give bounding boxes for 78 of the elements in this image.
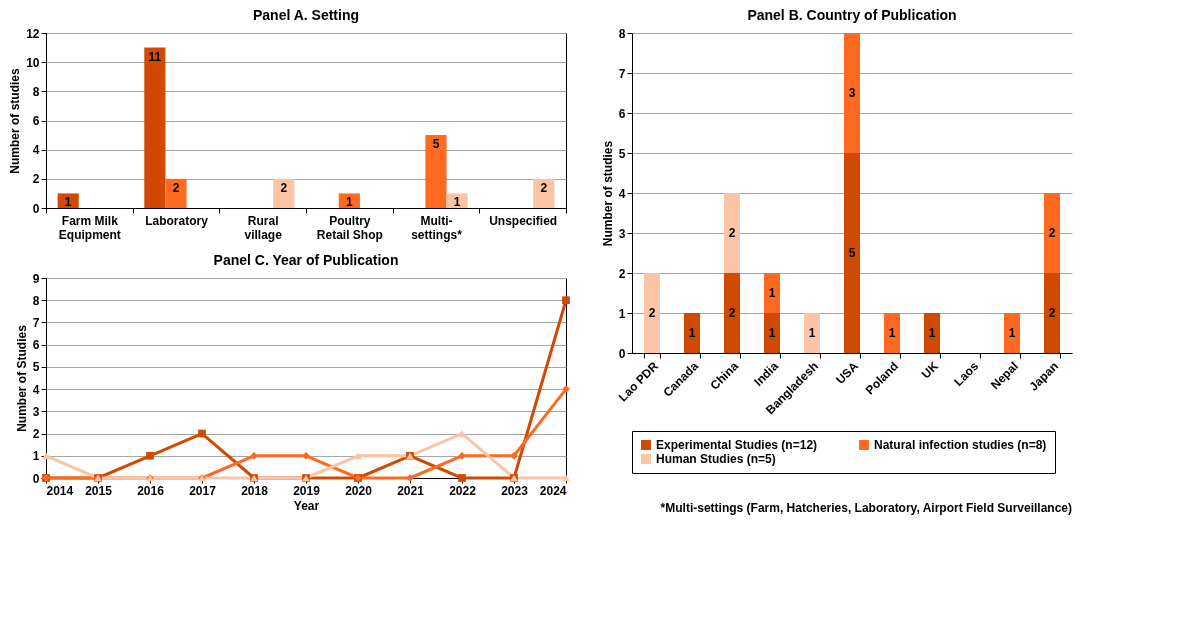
data-label: 2 <box>280 180 288 195</box>
y-tick-label: 3 <box>618 226 626 241</box>
y-axis-title: Number of studies <box>600 140 615 247</box>
data-label: 2 <box>728 226 736 240</box>
x-tick-label: 2021 <box>397 483 425 498</box>
y-axis-title: Number of Studies <box>14 324 29 432</box>
y-tick-label: 2 <box>32 172 40 187</box>
legend-label: Human Studies (n=5) <box>656 452 776 466</box>
x-tick-label: USA <box>833 358 862 387</box>
data-label: 11 <box>148 49 162 64</box>
x-tick-label: 2024 <box>539 483 567 498</box>
x-tick-label: 2020 <box>345 483 373 498</box>
data-label: 2 <box>1048 226 1056 240</box>
data-label: 5 <box>848 246 856 260</box>
data-label: 1 <box>928 326 936 340</box>
x-tick-label: 2014 <box>46 483 74 498</box>
y-tick-label: 5 <box>32 360 40 375</box>
data-label: 1 <box>768 326 776 340</box>
data-label: 2 <box>172 180 180 195</box>
text: *Multi-settings (Farm, Hatcheries, Laboratory, Airport Field Surveillance) <box>660 501 1072 515</box>
y-tick-label: 10 <box>26 55 40 70</box>
x-tick-label: 2023 <box>501 483 529 498</box>
data-label: 2 <box>540 180 548 195</box>
chart-title: Panel C. Year of Publication <box>213 252 399 268</box>
legend-label: Experimental Studies (n=12) <box>656 438 818 452</box>
y-tick-label: 8 <box>32 84 40 99</box>
x-tick-label: 2017 <box>189 483 217 498</box>
y-tick-label: 4 <box>618 186 626 201</box>
data-label: 1 <box>1008 326 1016 340</box>
x-tick-label: Rural village <box>244 213 283 242</box>
data-label: 5 <box>432 137 440 152</box>
chart-title: Panel B. Country of Publication <box>747 7 957 23</box>
data-label: 1 <box>453 195 461 210</box>
data-label: 1 <box>64 195 72 210</box>
y-axis-title: Number of studies <box>8 68 23 174</box>
y-tick-label: 9 <box>32 271 40 286</box>
y-tick-label: 7 <box>618 66 626 81</box>
y-tick-label: 3 <box>32 404 40 419</box>
y-tick-label: 7 <box>32 315 40 330</box>
data-label: 1 <box>688 326 696 340</box>
data-label: 2 <box>648 306 656 320</box>
x-tick-label: Unspecified <box>489 213 558 228</box>
data-label: 1 <box>768 286 776 300</box>
x-tick-label: Laboratory <box>145 213 209 228</box>
y-tick-label: 8 <box>32 293 40 308</box>
y-tick-label: 12 <box>26 26 40 41</box>
y-tick-label: 6 <box>32 338 40 353</box>
data-label: 2 <box>1048 306 1056 320</box>
y-tick-label: 1 <box>618 306 626 321</box>
x-tick-label: 2022 <box>449 483 477 498</box>
x-tick-label: 2019 <box>293 483 321 498</box>
y-tick-label: 0 <box>32 201 40 216</box>
y-tick-label: 5 <box>618 146 626 161</box>
data-label: 1 <box>345 195 353 210</box>
y-tick-label: 1 <box>32 449 40 464</box>
x-tick-label: 2018 <box>241 483 269 498</box>
y-tick-label: 4 <box>32 143 40 158</box>
y-tick-label: 2 <box>618 266 626 281</box>
x-tick-label: UK <box>918 358 942 382</box>
y-tick-label: 6 <box>32 114 40 128</box>
x-tick-label: Multi-settings* <box>411 213 463 242</box>
x-tick-label: 2015 <box>85 483 113 498</box>
y-tick-label: 2 <box>32 427 40 442</box>
legend-label: Natural infection studies (n=8) <box>874 438 1047 452</box>
y-tick-label: 6 <box>618 106 626 121</box>
x-tick-label: Farm Milk Equipment <box>58 213 121 242</box>
x-tick-label: Poultry Retail Shop <box>316 213 383 242</box>
y-tick-label: 0 <box>32 471 40 486</box>
data-label: 1 <box>808 326 816 340</box>
data-label: 2 <box>728 306 736 320</box>
y-tick-label: 8 <box>618 26 626 41</box>
x-tick-label: 2016 <box>137 483 165 498</box>
y-tick-label: 4 <box>32 382 40 397</box>
data-label: 3 <box>848 86 856 100</box>
x-axis-title: Year <box>293 498 320 513</box>
data-label: 1 <box>888 326 896 340</box>
y-tick-label: 0 <box>618 346 626 361</box>
chart-title: Panel A. Setting <box>252 7 360 23</box>
